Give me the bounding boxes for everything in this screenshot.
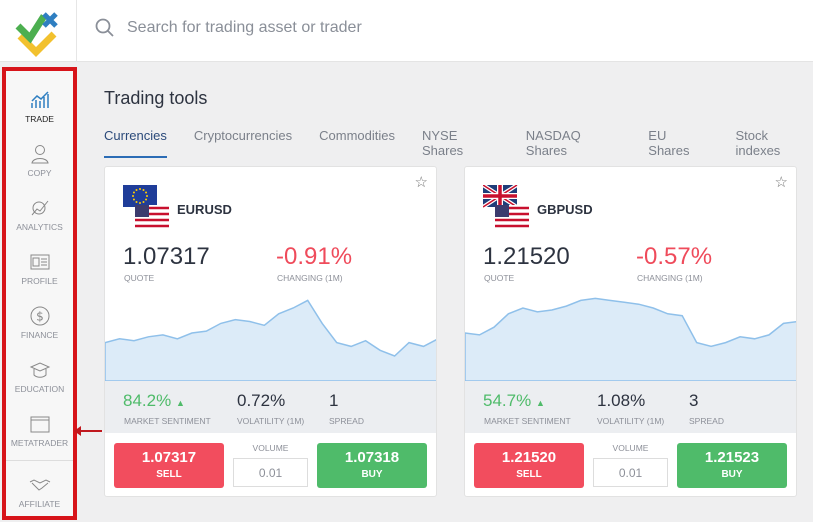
nav-label: AFFILIATE [18, 498, 61, 509]
logo[interactable] [0, 0, 77, 62]
asset-card[interactable]: ☆ EURUSD 1.07317 QUOTE -0.91% CHANGING (… [104, 166, 437, 497]
tab-currencies[interactable]: Currencies [104, 128, 167, 158]
tab-eu-shares[interactable]: EU Shares [648, 128, 690, 158]
sidebar-item-affiliate[interactable]: AFFILIATE [6, 464, 73, 518]
change-value: -0.91% [276, 243, 353, 270]
sell-label: SELL [156, 469, 182, 480]
id-card-icon [30, 254, 49, 269]
nav-label: TRADE [25, 113, 54, 124]
pair-name: EURUSD [177, 202, 232, 217]
annotation-arrow [74, 426, 102, 436]
tab-stock-indexes[interactable]: Stock indexes [735, 128, 781, 158]
tab-nasdaq-shares[interactable]: NASDAQ Shares [525, 128, 581, 158]
nav-label: COPY [27, 167, 52, 178]
search-icon [95, 18, 114, 37]
page-title: Trading tools [104, 88, 208, 108]
pair-name: GBPUSD [537, 202, 593, 217]
volume-control: VOLUME 0.01 [233, 443, 308, 487]
sentiment-value: 84.2% ▲ [123, 391, 185, 410]
up-triangle-icon: ▲ [535, 398, 545, 408]
buy-price: 1.07318 [344, 449, 400, 466]
sell-button[interactable]: 1.07317 SELL [114, 443, 224, 488]
stats-bar: 84.2% ▲ MARKET SENTIMENT 0.72% VOLATILIT… [105, 381, 436, 433]
spread-label: SPREAD [329, 416, 364, 426]
buy-label: BUY [361, 469, 383, 480]
sell-label: SELL [516, 469, 542, 480]
volume-input[interactable]: 0.01 [233, 458, 308, 487]
change-label: CHANGING (1M) [277, 273, 343, 283]
window-icon [30, 416, 49, 432]
sell-button[interactable]: 1.21520 SELL [474, 443, 584, 488]
sidebar-item-education[interactable]: EDUCATION [6, 349, 73, 403]
volume-input[interactable]: 0.01 [593, 458, 668, 487]
sentiment-value: 54.7% ▲ [483, 391, 545, 410]
sparkline-area [465, 297, 796, 381]
spread-value: 3 [689, 391, 699, 410]
sidebar-item-metatrader[interactable]: METATRADER [6, 403, 73, 457]
handshake-icon [29, 478, 50, 491]
person-icon [30, 144, 49, 163]
sidebar-item-copy[interactable]: COPY [6, 133, 73, 187]
sidebar: TRADE COPY ANALYTICS PROFILE $ FINANCE ED… [2, 67, 77, 520]
spread-value: 1 [329, 391, 339, 410]
volume-label: VOLUME [612, 443, 649, 453]
volatility-value: 0.72% [237, 391, 286, 410]
analytics-icon [31, 200, 48, 215]
sentiment-label: MARKET SENTIMENT [124, 416, 211, 426]
volatility-value: 1.08% [597, 391, 646, 410]
volatility-label: VOLATILITY (1M) [237, 416, 305, 426]
nav-label: ANALYTICS [16, 221, 63, 232]
sparkline-chart [465, 297, 796, 381]
quote-label: QUOTE [484, 273, 515, 283]
tab-cryptocurrencies[interactable]: Cryptocurrencies [193, 128, 293, 143]
buy-button[interactable]: 1.07318 BUY [317, 443, 427, 488]
buy-label: BUY [721, 469, 743, 480]
sentiment-label: MARKET SENTIMENT [484, 416, 571, 426]
quote-label: QUOTE [124, 273, 155, 283]
quote-value: 1.07317 [123, 243, 210, 270]
search-bar[interactable]: Search for trading asset or trader [95, 18, 362, 38]
nav-label: EDUCATION [14, 383, 65, 394]
svg-text:$: $ [36, 309, 44, 323]
nav-label: FINANCE [20, 329, 59, 340]
volatility-label: VOLATILITY (1M) [597, 416, 665, 426]
nav-label: METATRADER [10, 437, 69, 448]
stats-bar: 54.7% ▲ MARKET SENTIMENT 1.08% VOLATILIT… [465, 381, 796, 433]
sidebar-item-analytics[interactable]: ANALYTICS [6, 187, 73, 241]
star-icon[interactable]: ☆ [414, 174, 428, 191]
buy-price: 1.21523 [704, 449, 760, 466]
nav-label: PROFILE [21, 275, 58, 286]
graduation-cap-icon [29, 361, 50, 378]
sidebar-item-finance[interactable]: $ FINANCE [6, 295, 73, 349]
logo-icon [15, 12, 58, 57]
search-input[interactable]: Search for trading asset or trader [127, 19, 362, 36]
buy-button[interactable]: 1.21523 BUY [677, 443, 787, 488]
star-icon[interactable]: ☆ [774, 174, 788, 191]
sparkline-chart [105, 299, 436, 381]
change-value: -0.57% [636, 243, 713, 270]
sell-price: 1.07317 [141, 449, 197, 466]
volume-label: VOLUME [252, 443, 289, 453]
dollar-icon: $ [30, 306, 49, 325]
asset-card[interactable]: ☆ GBPUSD 1.21520 QUOTE -0.57% CHANGING (… [464, 166, 797, 497]
spread-label: SPREAD [689, 416, 724, 426]
tab-nyse-shares[interactable]: NYSE Shares [421, 128, 464, 158]
flag-icon [483, 185, 529, 228]
tab-commodities[interactable]: Commodities [319, 128, 395, 143]
flag-icon [123, 185, 169, 228]
sidebar-item-profile[interactable]: PROFILE [6, 241, 73, 295]
sell-price: 1.21520 [501, 449, 557, 466]
divider [6, 460, 73, 461]
chart-icon [30, 90, 49, 108]
up-triangle-icon: ▲ [175, 398, 185, 408]
header: Search for trading asset or trader [0, 0, 813, 62]
change-label: CHANGING (1M) [637, 273, 703, 283]
quote-value: 1.21520 [483, 243, 570, 270]
sparkline-area [105, 299, 436, 381]
sidebar-item-trade[interactable]: TRADE [6, 79, 73, 133]
category-tabs: Currencies Cryptocurrencies Commodities … [104, 128, 813, 158]
volume-control: VOLUME 0.01 [593, 443, 668, 487]
